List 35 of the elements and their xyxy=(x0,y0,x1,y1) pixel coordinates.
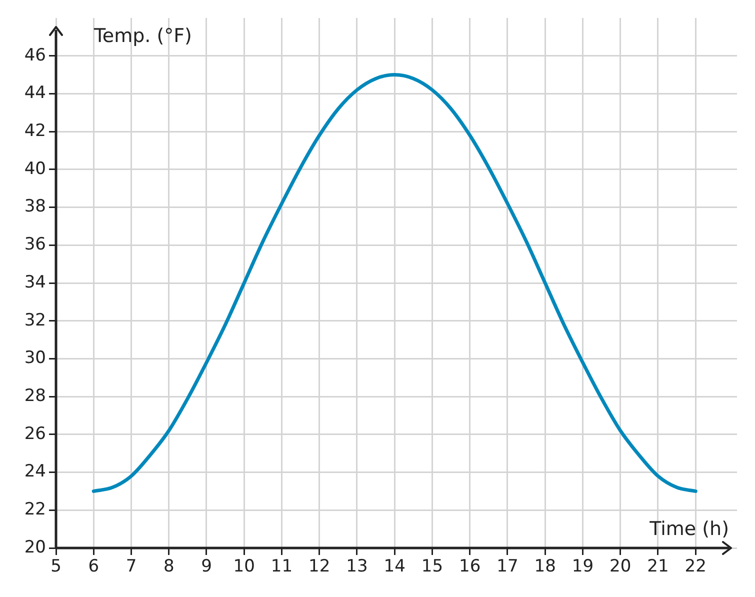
x-tick-label: 8 xyxy=(163,556,174,577)
x-tick-label: 17 xyxy=(496,556,518,577)
y-tick-label: 34 xyxy=(24,272,46,292)
y-tick-label: 42 xyxy=(24,120,46,141)
y-tick-label: 38 xyxy=(24,196,46,217)
x-tick-label: 19 xyxy=(572,556,594,577)
x-tick-label: 20 xyxy=(610,556,632,577)
y-tick-label: 24 xyxy=(24,462,46,482)
y-tick-label: 20 xyxy=(24,537,46,558)
x-tick-label: 12 xyxy=(308,556,330,577)
line-series xyxy=(92,73,698,493)
x-tick-label: 18 xyxy=(534,556,556,577)
x-tick-label: 9 xyxy=(201,556,212,577)
y-tick-label: 36 xyxy=(24,234,46,255)
x-tick-label: 11 xyxy=(270,556,293,577)
y-tick-label: 46 xyxy=(24,45,46,66)
x-axis-title: Time (h) xyxy=(648,518,729,540)
y-tick-label: 44 xyxy=(24,83,46,104)
x-tick-label: 13 xyxy=(346,556,368,577)
y-tick-label: 26 xyxy=(24,424,46,444)
x-tick-label: 21 xyxy=(647,556,669,577)
y-tick-label: 28 xyxy=(24,386,46,406)
x-tick-label: 14 xyxy=(384,556,406,577)
x-tick-label: 5 xyxy=(50,556,62,577)
y-tick-label: 40 xyxy=(24,158,46,179)
x-tick-label: 7 xyxy=(126,556,137,577)
y-tick-label: 30 xyxy=(24,348,46,368)
x-tick-label: 15 xyxy=(421,556,444,577)
y-tick-label: 32 xyxy=(24,310,46,330)
x-tick-label: 6 xyxy=(88,556,100,577)
y-axis-title: Temp. (°F) xyxy=(93,25,192,47)
x-tick-label: 10 xyxy=(233,556,255,577)
x-tick-label: 16 xyxy=(459,556,481,577)
x-tick-label: 22 xyxy=(684,556,706,577)
y-tick-label: 22 xyxy=(24,500,46,520)
